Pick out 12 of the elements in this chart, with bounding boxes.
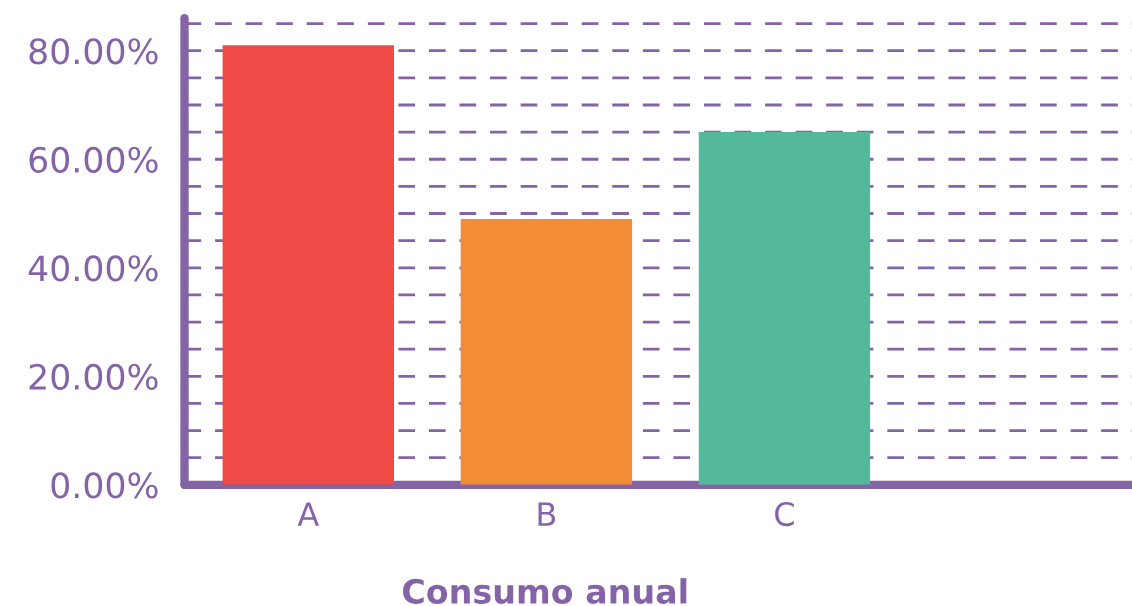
y-tick-label: 20.00%	[29, 363, 158, 390]
x-tick-label: A	[297, 502, 319, 526]
y-tick-label: 80.00%	[29, 38, 158, 65]
x-tick-label: C	[775, 502, 794, 527]
y-tick-label: 0.00%	[51, 472, 158, 499]
bar	[222, 45, 395, 485]
x-axis-title: Consumo anual	[402, 578, 687, 604]
bar	[460, 218, 633, 485]
bar	[698, 132, 871, 485]
x-tick-label: B	[538, 502, 556, 526]
y-tick-label: 60.00%	[29, 146, 158, 173]
y-tick-label: 40.00%	[28, 255, 158, 282]
